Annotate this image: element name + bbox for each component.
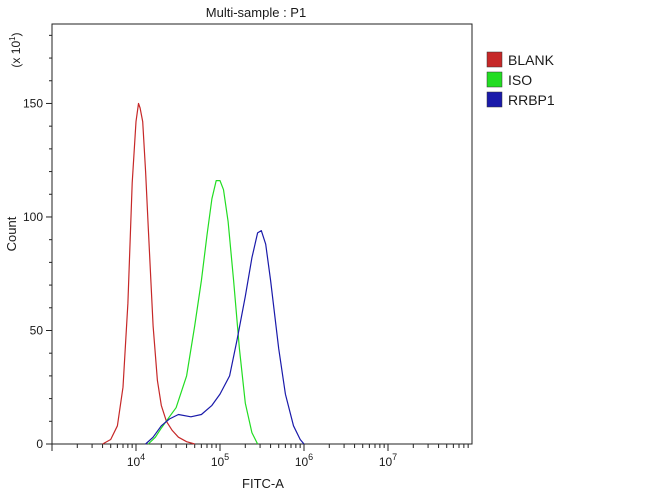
legend-label: ISO: [508, 72, 532, 88]
y-tick-label: 0: [36, 437, 43, 451]
y-axis-multiplier: (x 101): [8, 32, 23, 67]
x-tick-label: 104: [127, 452, 145, 469]
plot-frame: [51, 23, 473, 445]
x-tick-label: 106: [295, 452, 313, 469]
legend-swatch: [486, 51, 503, 68]
series-lines: [102, 102, 305, 445]
legend-swatch: [486, 71, 503, 88]
x-axis: 104 105 106 107: [51, 444, 469, 469]
y-axis-label: Count: [4, 216, 19, 251]
legend-label: BLANK: [508, 52, 555, 68]
y-tick-label: 150: [23, 96, 43, 110]
series-line-blank: [102, 102, 195, 445]
legend: BLANK ISO RRBP1: [486, 51, 555, 108]
legend-label: RRBP1: [508, 92, 555, 108]
x-tick-label: 107: [379, 452, 397, 469]
series-line-iso: [147, 180, 259, 445]
y-tick-label: 100: [23, 210, 43, 224]
chart-title: Multi-sample : P1: [206, 5, 306, 20]
legend-swatch: [486, 91, 503, 108]
x-tick-label: 105: [211, 452, 229, 469]
y-tick-label: 50: [30, 323, 44, 337]
y-axis: 0 50 100 150: [23, 34, 52, 451]
series-line-rrbp1: [145, 230, 305, 445]
x-axis-label: FITC-A: [242, 476, 284, 491]
